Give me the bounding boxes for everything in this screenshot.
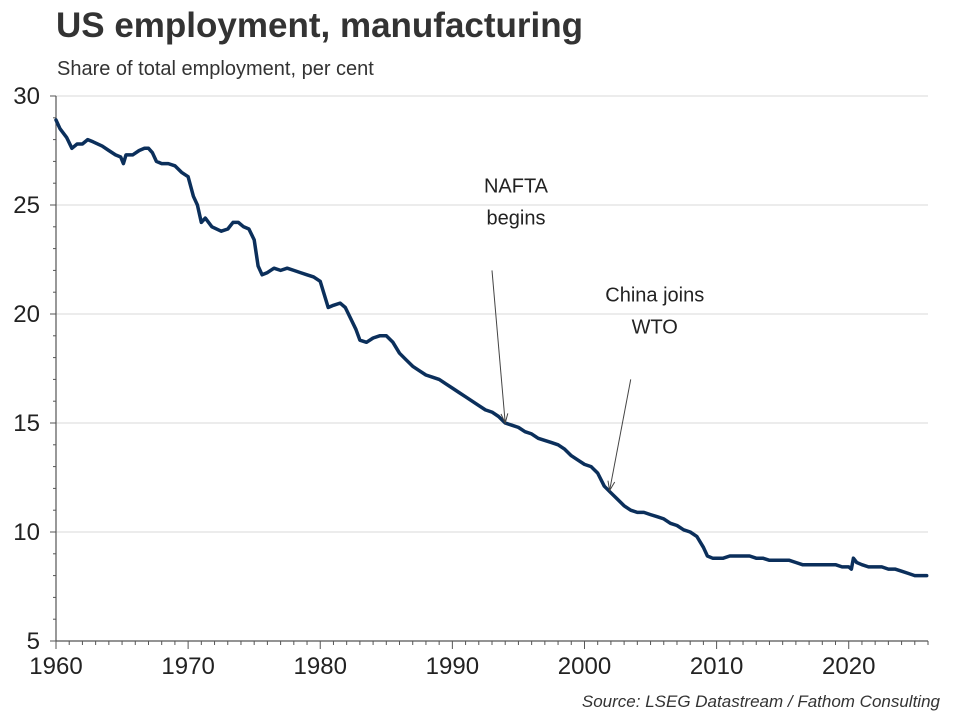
x-tick-label: 1990 xyxy=(426,653,479,680)
gridlines xyxy=(56,95,928,533)
chart-subtitle: Share of total employment, per cent xyxy=(57,58,374,80)
series xyxy=(54,118,929,578)
annotation-label: NAFTA xyxy=(484,175,549,197)
chart-title: US employment, manufacturing xyxy=(56,6,584,45)
series-line xyxy=(54,118,929,578)
y-tick-label: 30 xyxy=(13,83,40,110)
y-tick-label: 20 xyxy=(13,301,40,328)
x-tick-label: 2010 xyxy=(690,653,743,680)
annotation-label: WTO xyxy=(632,316,678,338)
x-tick-label: 2000 xyxy=(558,653,611,680)
annotation-arrow xyxy=(609,379,632,491)
annotation-label: begins xyxy=(487,207,546,229)
axes: 5 10 15 20 25 30 1960 1970 1980 1990 2000 2010 2020 xyxy=(13,83,929,680)
x-tick-label: 1960 xyxy=(29,653,82,680)
annotation-arrowhead xyxy=(607,480,616,493)
chart-source: Source: LSEG Datastream / Fathom Consult… xyxy=(581,692,940,711)
y-tick-label: 10 xyxy=(13,519,40,546)
x-tick-label: 2020 xyxy=(822,653,875,680)
y-tick-label: 15 xyxy=(13,410,40,437)
annotation-label: China joins xyxy=(605,284,704,306)
y-tick-label: 25 xyxy=(13,192,40,219)
x-tick-label: 1980 xyxy=(294,653,347,680)
annotation-arrow xyxy=(491,270,506,424)
x-tick-label: 1970 xyxy=(161,653,214,680)
annotations: NAFTA begins China joins WTO xyxy=(484,175,704,493)
annotation-arrowhead xyxy=(500,413,509,425)
y-tick-label: 5 xyxy=(27,628,40,655)
